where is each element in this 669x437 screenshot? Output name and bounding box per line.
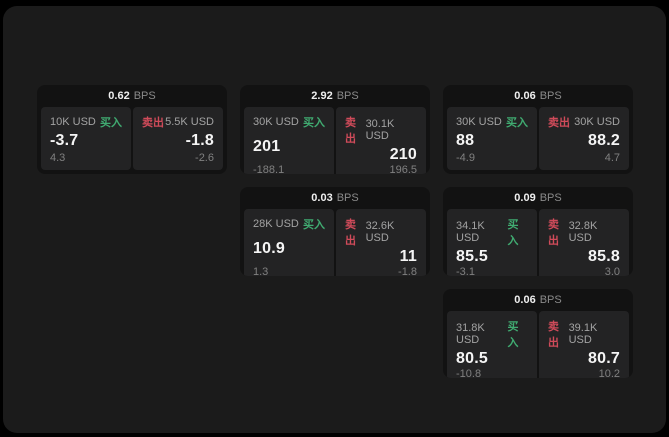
bps-value: 2.92	[311, 90, 333, 102]
buy-panel[interactable]: 28K USD 买入 10.9 1.3	[244, 209, 334, 276]
bps-value: 0.06	[514, 90, 536, 102]
buy-amount: 34.1K USD	[456, 220, 485, 244]
sell-panel[interactable]: 卖出 5.5K USD -1.8 -2.6	[133, 107, 223, 170]
sell-price: 85.8	[588, 248, 620, 265]
buy-delta: -3.1	[456, 266, 475, 276]
sell-side-label: 卖出	[142, 117, 164, 129]
buy-panel[interactable]: 30K USD 买入 201 -188.1	[244, 107, 334, 174]
buy-delta: -4.9	[456, 152, 475, 164]
quote-card: 0.03 BPS 28K USD 买入 10.9 1.3 卖出 32.6K US…	[240, 187, 430, 276]
buy-panel[interactable]: 10K USD 买入 -3.7 4.3	[41, 107, 131, 170]
buy-amount: 30K USD	[456, 116, 502, 128]
bps-value: 0.03	[311, 192, 333, 204]
buy-price: 10.9	[253, 240, 285, 257]
sell-amount: 39.1K USD	[568, 322, 598, 346]
quote-panels: 28K USD 买入 10.9 1.3 卖出 32.6K USD 11 -1.8	[244, 209, 426, 276]
bps-unit-label: BPS	[539, 294, 562, 306]
quote-card: 0.62 BPS 10K USD 买入 -3.7 4.3 卖出 5.5K USD	[37, 85, 227, 174]
bps-header: 0.06 BPS	[443, 289, 633, 311]
buy-amount: 30K USD	[253, 116, 299, 128]
bps-value: 0.06	[514, 294, 536, 306]
quote-card: 0.09 BPS 34.1K USD 买入 85.5 -3.1 卖出 32.8K…	[443, 187, 633, 276]
buy-side-label: 买入	[303, 219, 325, 231]
buy-side-label: 买入	[100, 117, 122, 129]
sell-side-label: 卖出	[548, 219, 559, 247]
bps-header: 0.03 BPS	[240, 187, 430, 209]
sell-delta: -1.8	[398, 266, 417, 276]
buy-price: 80.5	[456, 350, 488, 367]
buy-price: 85.5	[456, 248, 488, 265]
sell-delta: 3.0	[604, 266, 620, 276]
bps-header: 0.09 BPS	[443, 187, 633, 209]
buy-side-label: 买入	[507, 219, 519, 247]
buy-price: 201	[253, 138, 281, 155]
quote-panels: 10K USD 买入 -3.7 4.3 卖出 5.5K USD -1.8 -2.…	[41, 107, 223, 170]
buy-price: -3.7	[50, 132, 79, 149]
bps-unit-label: BPS	[336, 90, 359, 102]
bps-value: 0.62	[108, 90, 130, 102]
sell-panel[interactable]: 卖出 30.1K USD 210 196.5	[336, 107, 426, 174]
buy-side-label: 买入	[303, 117, 325, 129]
quote-panels: 30K USD 买入 201 -188.1 卖出 30.1K USD 210 1…	[244, 107, 426, 174]
sell-side-label: 卖出	[548, 117, 570, 129]
bps-value: 0.09	[514, 192, 536, 204]
buy-side-label: 买入	[507, 321, 519, 349]
bps-header: 0.06 BPS	[443, 85, 633, 107]
quote-card: 2.92 BPS 30K USD 买入 201 -188.1 卖出 30.1K …	[240, 85, 430, 174]
sell-side-label: 卖出	[548, 321, 559, 349]
sell-price: 80.7	[588, 350, 620, 367]
buy-delta: -10.8	[456, 368, 482, 378]
buy-delta: 1.3	[253, 266, 269, 276]
buy-delta: 4.3	[50, 152, 66, 164]
buy-price: 88	[456, 132, 475, 149]
sell-side-label: 卖出	[345, 219, 356, 247]
bps-header: 2.92 BPS	[240, 85, 430, 107]
sell-price: -1.8	[185, 132, 214, 149]
sell-panel[interactable]: 卖出 32.8K USD 85.8 3.0	[539, 209, 629, 276]
quote-panels: 34.1K USD 买入 85.5 -3.1 卖出 32.8K USD 85.8…	[447, 209, 629, 276]
buy-panel[interactable]: 30K USD 买入 88 -4.9	[447, 107, 537, 170]
quote-panels: 31.8K USD 买入 80.5 -10.8 卖出 39.1K USD 80.…	[447, 311, 629, 378]
sell-amount: 5.5K USD	[165, 116, 214, 128]
sell-panel[interactable]: 卖出 32.6K USD 11 -1.8	[336, 209, 426, 276]
buy-amount: 10K USD	[50, 116, 96, 128]
sell-amount: 30.1K USD	[365, 118, 395, 142]
sell-price: 210	[389, 146, 417, 163]
bps-unit-label: BPS	[539, 90, 562, 102]
sell-price: 88.2	[588, 132, 620, 149]
sell-panel[interactable]: 卖出 30K USD 88.2 4.7	[539, 107, 629, 170]
bps-unit-label: BPS	[133, 90, 156, 102]
sell-delta: -2.6	[195, 152, 214, 164]
bps-header: 0.62 BPS	[37, 85, 227, 107]
sell-side-label: 卖出	[345, 117, 356, 145]
buy-panel[interactable]: 34.1K USD 买入 85.5 -3.1	[447, 209, 537, 276]
sell-panel[interactable]: 卖出 39.1K USD 80.7 10.2	[539, 311, 629, 378]
sell-delta: 10.2	[598, 368, 620, 378]
sell-price: 11	[399, 248, 417, 265]
buy-panel[interactable]: 31.8K USD 买入 80.5 -10.8	[447, 311, 537, 378]
quote-panels: 30K USD 买入 88 -4.9 卖出 30K USD 88.2 4.7	[447, 107, 629, 170]
bps-unit-label: BPS	[336, 192, 359, 204]
sell-amount: 32.8K USD	[568, 220, 598, 244]
buy-delta: -188.1	[253, 164, 285, 174]
bps-unit-label: BPS	[539, 192, 562, 204]
buy-amount: 31.8K USD	[456, 322, 485, 346]
quote-card-grid: 0.62 BPS 10K USD 买入 -3.7 4.3 卖出 5.5K USD	[37, 85, 633, 378]
app-window: 0.62 BPS 10K USD 买入 -3.7 4.3 卖出 5.5K USD	[3, 6, 666, 433]
buy-amount: 28K USD	[253, 218, 299, 230]
quote-card: 0.06 BPS 30K USD 买入 88 -4.9 卖出 30K USD	[443, 85, 633, 174]
buy-side-label: 买入	[506, 117, 528, 129]
sell-delta: 4.7	[604, 152, 620, 164]
sell-amount: 30K USD	[574, 116, 620, 128]
quote-card: 0.06 BPS 31.8K USD 买入 80.5 -10.8 卖出 39.1…	[443, 289, 633, 378]
sell-amount: 32.6K USD	[365, 220, 395, 244]
sell-delta: 196.5	[389, 164, 417, 174]
